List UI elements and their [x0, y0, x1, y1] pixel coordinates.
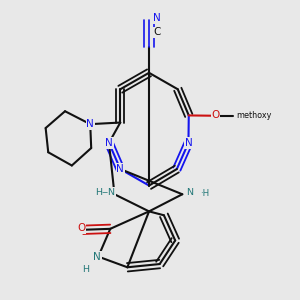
Text: ·H: ·H	[200, 189, 209, 198]
Text: H: H	[82, 265, 89, 274]
Text: N: N	[116, 164, 124, 174]
Text: N: N	[93, 252, 101, 262]
Text: N: N	[86, 119, 94, 129]
Text: H‒N: H‒N	[95, 188, 116, 197]
Text: N: N	[184, 138, 192, 148]
Text: N: N	[186, 188, 193, 197]
Text: N: N	[153, 13, 161, 23]
Text: O: O	[212, 110, 220, 120]
Text: C: C	[153, 27, 161, 38]
Text: N: N	[105, 138, 113, 148]
Text: O: O	[77, 223, 86, 233]
Text: methoxy: methoxy	[236, 111, 271, 120]
